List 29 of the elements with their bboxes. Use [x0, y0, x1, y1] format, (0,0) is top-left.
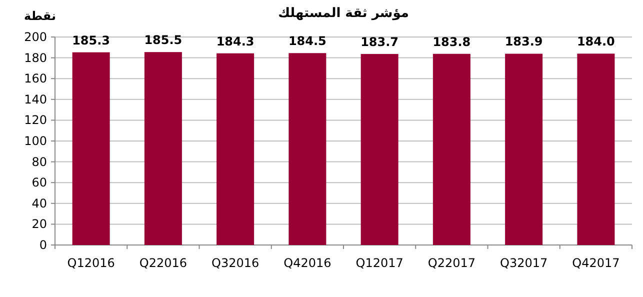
- x-tick-label: Q22016: [139, 256, 187, 270]
- data-label: 184.0: [576, 34, 615, 49]
- x-tick-label: Q12017: [356, 256, 404, 270]
- data-label: 183.7: [360, 34, 399, 49]
- y-tick-label: 0: [39, 238, 47, 252]
- data-label: 183.9: [504, 34, 543, 49]
- y-tick-label: 120: [24, 113, 47, 128]
- y-tick-label: 40: [32, 196, 47, 210]
- y-tick-label: 60: [32, 176, 47, 190]
- y-tick-label: 20: [32, 217, 47, 232]
- x-tick-label: Q32017: [500, 256, 548, 270]
- x-tick-label: Q12016: [67, 256, 115, 270]
- y-tick-label: 200: [24, 30, 47, 44]
- x-tick-label: Q32016: [212, 256, 260, 270]
- y-tick-label: 180: [24, 50, 47, 65]
- data-label: 184.5: [288, 34, 326, 48]
- x-tick-label: Q42016: [284, 256, 332, 270]
- y-tick-label: 160: [24, 72, 47, 86]
- y-tick-label: 100: [24, 134, 47, 148]
- chart-title: مؤشر ثقة المستهلك: [278, 6, 409, 21]
- y-tick-label: 80: [32, 154, 47, 169]
- x-tick-label: Q22017: [428, 256, 476, 270]
- y-tick-label: 140: [24, 92, 47, 106]
- data-label: 183.8: [432, 34, 471, 49]
- data-label: 184.3: [216, 34, 254, 48]
- y-axis-title: نقطة: [24, 9, 56, 23]
- x-tick-label: Q42017: [572, 256, 620, 270]
- data-label: 185.3: [72, 33, 110, 48]
- data-label: 185.5: [144, 33, 182, 48]
